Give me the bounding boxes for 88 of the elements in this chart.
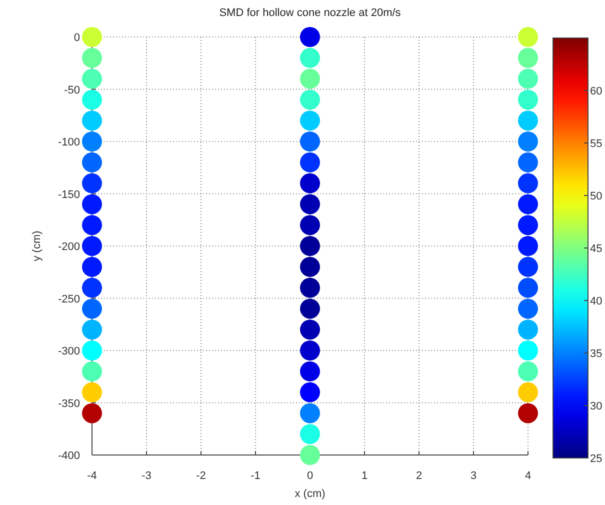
color-bar-label: 45 xyxy=(590,243,602,255)
color-bar-label: 60 xyxy=(590,86,602,98)
color-bar-label: 50 xyxy=(590,190,602,202)
point xyxy=(518,110,538,131)
x-tick-label: 3 xyxy=(470,470,477,482)
point xyxy=(82,132,102,152)
point xyxy=(300,132,320,152)
point xyxy=(518,132,538,152)
point xyxy=(518,48,538,68)
point xyxy=(82,236,102,256)
y-tick-label: -250 xyxy=(58,293,80,306)
point xyxy=(300,361,320,382)
point xyxy=(82,320,102,340)
x-tick-label: 2 xyxy=(416,470,422,482)
point xyxy=(82,361,102,382)
point xyxy=(518,340,538,360)
point xyxy=(82,27,102,47)
point xyxy=(300,90,320,110)
x-tick-label: -3 xyxy=(142,470,152,482)
point xyxy=(518,382,538,402)
y-tick-label: -150 xyxy=(58,188,80,201)
x-tick-label: 4 xyxy=(524,470,532,482)
point xyxy=(82,298,102,319)
color-bar-label: 25 xyxy=(590,453,602,465)
point xyxy=(82,340,102,360)
point xyxy=(82,215,102,236)
x-tick-label: -2 xyxy=(196,470,206,482)
x-axis-title: x (cm) xyxy=(294,488,326,500)
point xyxy=(300,110,320,131)
color-bar-label: 30 xyxy=(590,400,602,412)
point xyxy=(82,68,102,89)
point xyxy=(518,194,538,214)
point xyxy=(518,152,538,172)
point xyxy=(518,256,538,277)
point xyxy=(300,403,320,424)
point xyxy=(518,236,538,256)
point xyxy=(82,278,102,298)
point xyxy=(300,278,320,298)
point xyxy=(82,403,102,424)
x-tick-label: 0 xyxy=(306,470,314,482)
y-tick-label: -50 xyxy=(64,84,80,96)
point xyxy=(300,298,320,319)
point xyxy=(82,110,102,131)
point xyxy=(518,90,538,110)
point xyxy=(82,152,102,172)
point xyxy=(82,256,102,277)
point xyxy=(300,256,320,277)
point xyxy=(518,320,538,340)
point xyxy=(300,173,320,194)
point xyxy=(518,403,538,424)
y-tick-label: -100 xyxy=(58,136,80,148)
y-tick-label: -300 xyxy=(58,346,80,358)
point xyxy=(300,320,320,340)
point xyxy=(82,173,102,194)
point xyxy=(82,194,102,214)
point xyxy=(518,298,538,319)
point xyxy=(300,68,320,89)
color-bar-label: 40 xyxy=(590,296,602,308)
chart-title: SMD for hollow cone nozzle at 20m/s xyxy=(219,7,402,19)
point xyxy=(300,236,320,256)
y-tick-label: -350 xyxy=(58,398,80,410)
y-tick-label: -400 xyxy=(58,450,80,462)
point xyxy=(518,173,538,194)
color-bar-label: 55 xyxy=(590,138,602,150)
x-tick-label: -1 xyxy=(250,470,260,482)
x-tick-label: -4 xyxy=(87,470,97,482)
point xyxy=(518,68,538,89)
point xyxy=(82,90,102,110)
y-axis-title: y (cm) xyxy=(31,230,43,262)
point xyxy=(300,48,320,68)
point xyxy=(300,340,320,360)
point xyxy=(518,27,538,47)
point xyxy=(300,194,320,214)
point xyxy=(518,215,538,236)
point xyxy=(300,152,320,172)
point xyxy=(518,361,538,382)
color-bar-label: 35 xyxy=(590,348,602,360)
point xyxy=(300,445,320,465)
x-tick-label: 1 xyxy=(361,470,368,482)
y-tick-label: 0 xyxy=(74,32,80,44)
point xyxy=(300,27,320,47)
point xyxy=(518,278,538,298)
y-tick-label: -200 xyxy=(58,241,80,253)
point xyxy=(82,382,102,402)
point xyxy=(300,215,320,236)
point xyxy=(300,424,320,444)
point xyxy=(82,48,102,68)
point xyxy=(300,382,320,402)
